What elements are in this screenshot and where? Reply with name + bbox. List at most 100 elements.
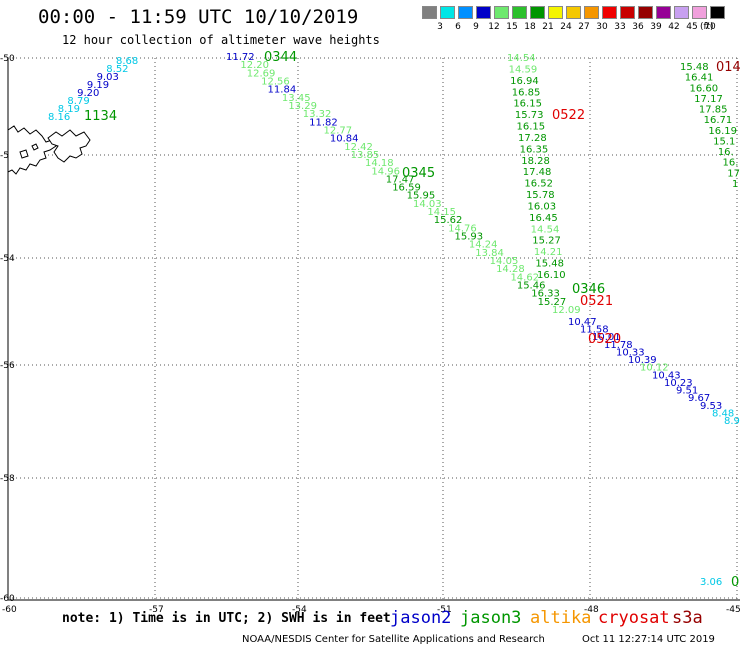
wave-height-value: 12.77 — [323, 125, 352, 136]
east-falkland-landmass — [47, 129, 91, 163]
altimeter-tracks: 8.688.529.039.199.208.798.198.16 1134 11.7… — [48, 50, 740, 590]
legend-swatch — [494, 6, 509, 19]
legend-swatch — [566, 6, 581, 19]
small-island — [31, 143, 39, 151]
wave-height-value: 14.24 — [469, 240, 498, 251]
longitude-label: -51 — [437, 605, 452, 615]
wave-height-value: 14.96 — [371, 166, 400, 177]
wave-height-value: 8.9 — [724, 416, 740, 427]
wave-height-value: 13.32 — [303, 109, 332, 120]
latitude-label: -50 — [0, 54, 15, 64]
wave-height-value: 13.29 — [288, 101, 317, 112]
wave-height-value: 15.62 — [434, 215, 463, 226]
latitude-label: -52 — [0, 151, 15, 161]
longitude-label: -45 — [726, 605, 740, 615]
wave-height-value: 14.18 — [365, 158, 394, 169]
wave-height-value: 16.71 — [704, 115, 733, 126]
legend-label: 39 — [650, 22, 662, 32]
wave-height-value: 14.15 — [427, 207, 456, 218]
longitude-label: -48 — [584, 605, 599, 615]
legend-label: 12 — [488, 22, 500, 32]
wave-height-value: 15.95 — [407, 191, 436, 202]
satellite-jason2: jason2 — [390, 608, 452, 628]
wave-height-value: 1 — [732, 179, 738, 190]
wave-height-value: 11.72 — [226, 52, 255, 63]
pass-time-tag: 0522 — [552, 108, 585, 123]
wave-height-value: 16.52 — [524, 179, 553, 190]
wave-height-value: 8.16 — [48, 112, 70, 123]
wave-height-value: 8.52 — [106, 64, 128, 75]
wave-height-value: 9.51 — [676, 386, 698, 397]
legend-swatch — [638, 6, 653, 19]
pass-time-tag: 0520 — [588, 332, 621, 347]
wave-height-value: 16.33 — [531, 289, 560, 300]
wave-height-value: 16.15 — [516, 122, 545, 133]
wave-height-value: 17.85 — [699, 105, 728, 116]
legend-swatch — [602, 6, 617, 19]
wave-height-value: 13.85 — [351, 150, 380, 161]
pass-time-tag: 0345 — [402, 166, 435, 181]
pass-time-tag: 0 — [731, 575, 739, 590]
longitude-label: -54 — [292, 605, 307, 615]
wave-height-value: 16.03 — [528, 201, 557, 212]
wave-height-value: 14.05 — [490, 256, 519, 267]
wave-height-value: 10.33 — [616, 347, 645, 358]
satellite-cryosat: cryosat — [598, 608, 670, 628]
legend-label: 24 — [560, 22, 572, 32]
pass-time-tag: 0346 — [572, 282, 605, 297]
wave-height-value: 11.58 — [580, 325, 609, 336]
legend-swatch — [584, 6, 599, 19]
legend-label: 18 — [524, 22, 536, 32]
wave-height-value: 16.41 — [685, 73, 714, 84]
satellite-jason3: jason3 — [460, 608, 522, 628]
wave-height-value: 10.43 — [652, 370, 681, 381]
wave-height-value: 10.12 — [640, 363, 669, 374]
legend-swatch — [512, 6, 527, 19]
wave-height-value: 16.60 — [689, 83, 718, 94]
legend-label: 30 — [596, 22, 608, 32]
wave-height-value: 15.1 — [713, 136, 735, 147]
wave-height-value: 13.84 — [475, 248, 504, 259]
wave-height-value: 12.09 — [552, 305, 581, 316]
credit-line: NOAA/NESDIS Center for Satellite Applica… — [242, 634, 545, 645]
wave-height-value: 15.27 — [538, 297, 567, 308]
legend-label: 15 — [506, 22, 518, 32]
legend-swatch — [422, 6, 437, 19]
wave-height-value: 9.67 — [688, 393, 710, 404]
wave-height-value: 9.53 — [700, 401, 722, 412]
wave-height-value: 14.76 — [448, 223, 477, 234]
latitude-label: -54 — [0, 254, 15, 264]
longitude-label: -60 — [2, 605, 17, 615]
legend-label: 42 — [668, 22, 680, 32]
pass-time-tag: 0344 — [264, 50, 297, 65]
latitude-label: -58 — [0, 474, 15, 484]
wave-height-value: 8.19 — [58, 104, 80, 115]
wave-height-value: 10.84 — [330, 134, 359, 145]
wave-height-value: 8.48 — [712, 408, 734, 419]
legend-label: 9 — [473, 22, 479, 32]
wave-height-value: 14.03 — [413, 199, 442, 210]
wave-height-value: 11.82 — [309, 117, 338, 128]
legend-swatch — [458, 6, 473, 19]
west-falkland-landmass — [7, 125, 57, 175]
wave-height-value: 14.59 — [509, 64, 538, 75]
legend-unit: (ft) — [700, 22, 714, 32]
legend-label: 21 — [542, 22, 554, 32]
wave-height-value: 10.23 — [664, 378, 693, 389]
wave-height-value: 14.28 — [496, 264, 525, 275]
wave-height-value: 11.78 — [604, 340, 633, 351]
wave-height-value: 10.39 — [628, 355, 657, 366]
wave-height-value: 9.20 — [77, 88, 99, 99]
wave-height-value: 16.45 — [529, 213, 558, 224]
legend-swatch — [710, 6, 725, 19]
legend-label: 36 — [632, 22, 644, 32]
wave-height-value: 14.62 — [510, 272, 539, 283]
wave-height-value: 16.35 — [520, 144, 549, 155]
wave-height-value: 16.59 — [392, 183, 421, 194]
wave-height-value: 17.48 — [523, 167, 552, 178]
legend-swatch — [548, 6, 563, 19]
legend-label: 70 — [704, 22, 716, 32]
legend-swatch — [692, 6, 707, 19]
wave-height-value: 9.19 — [87, 80, 109, 91]
legend-swatch — [656, 6, 671, 19]
